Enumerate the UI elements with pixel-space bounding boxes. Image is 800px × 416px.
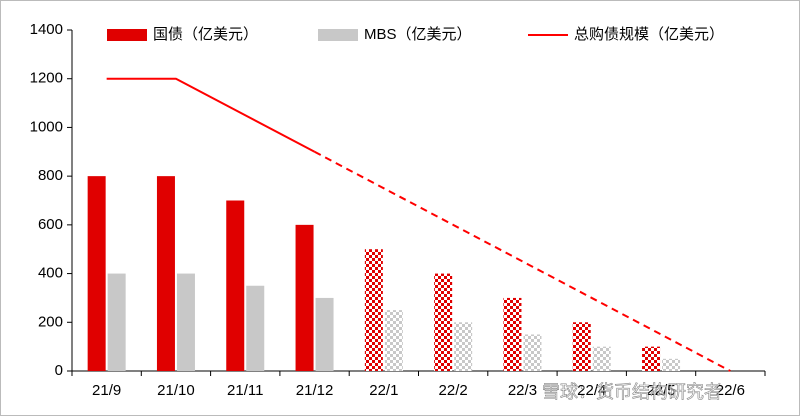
bar: [503, 297, 522, 371]
bar: [226, 200, 245, 371]
bar: [642, 346, 661, 371]
x-tick-label: 22/3: [508, 382, 537, 399]
legend-swatch: [107, 29, 147, 41]
bar: [454, 322, 473, 371]
legend-label: MBS（亿美元）: [364, 26, 472, 43]
bar: [572, 322, 591, 371]
watermark: 雪球：货币结构研究者: [542, 382, 722, 402]
bar: [156, 176, 175, 371]
bar: [662, 358, 681, 371]
bar: [592, 346, 611, 371]
y-tick-label: 200: [38, 313, 63, 330]
bar: [434, 273, 453, 371]
y-tick-label: 1400: [30, 21, 63, 38]
x-tick-label: 22/2: [439, 382, 468, 399]
x-tick-label: 22/4: [577, 382, 606, 399]
bar: [523, 334, 542, 371]
x-tick-label: 22/1: [369, 382, 398, 399]
bar: [295, 224, 314, 371]
x-tick-label: 21/9: [92, 382, 121, 399]
line: [106, 77, 316, 153]
x-tick-label: 21/12: [296, 382, 334, 399]
bar: [246, 285, 265, 371]
bar: [107, 273, 126, 371]
y-tick-label: 1200: [30, 70, 63, 87]
bar: [364, 249, 383, 371]
bar: [176, 273, 195, 371]
x-tick-label: 22/6: [716, 382, 745, 399]
legend-swatch: [318, 29, 358, 41]
legend-label: 总购债规模（亿美元）: [574, 26, 724, 43]
y-tick-label: 600: [38, 216, 63, 233]
bar: [315, 297, 334, 371]
legend-label: 国债（亿美元）: [153, 26, 258, 43]
x-tick-label: 22/5: [646, 382, 675, 399]
x-tick-label: 21/11: [227, 382, 263, 399]
y-tick-label: 800: [38, 167, 63, 184]
y-tick-label: 0: [55, 362, 63, 379]
x-tick-label: 21/10: [157, 382, 195, 399]
y-tick-label: 400: [38, 265, 63, 282]
line: [314, 150, 731, 372]
bar: [87, 176, 106, 371]
y-tick-label: 1000: [30, 118, 63, 135]
bar: [384, 310, 403, 371]
